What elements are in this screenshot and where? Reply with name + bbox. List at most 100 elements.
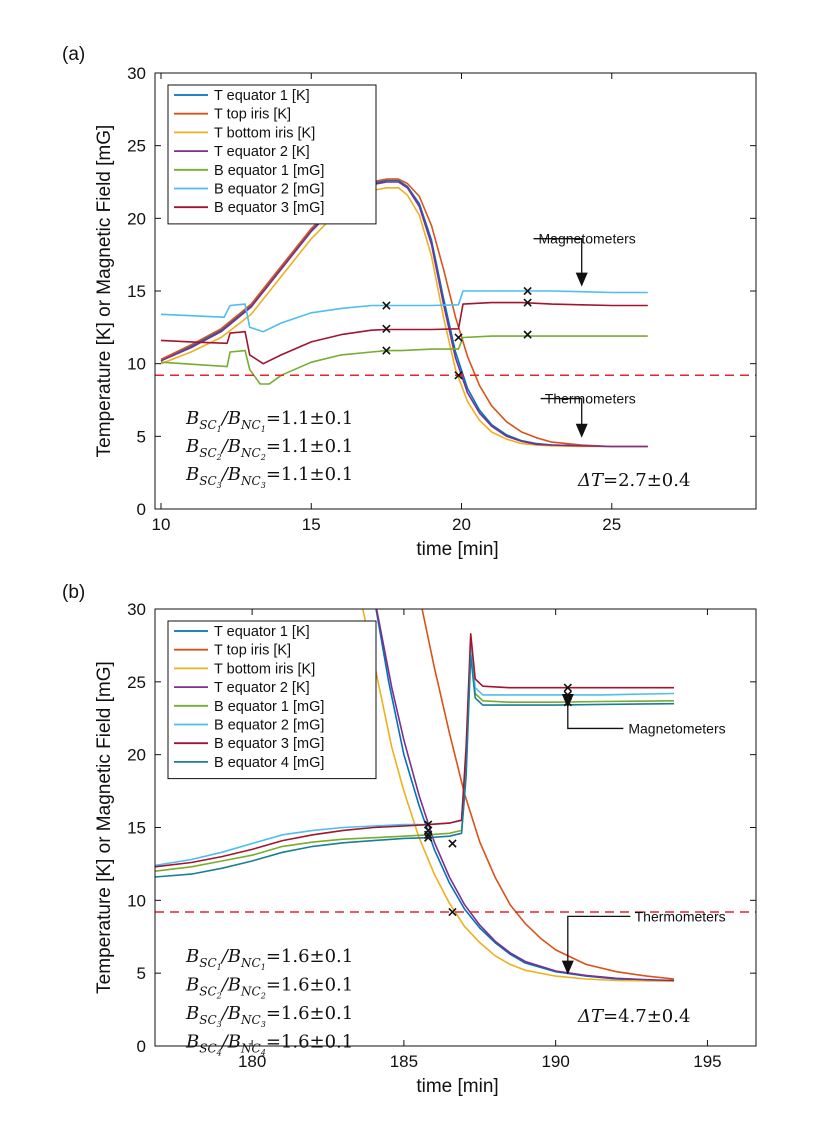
legend: T equator 1 [K] T top iris [K] T bottom ir…: [167, 620, 377, 780]
ratio-symbol: /B: [220, 1032, 241, 1053]
ratio-num_sub: 2: [216, 453, 222, 462]
ratio-symbol: /B: [220, 975, 241, 996]
legend-label: T equator 2 [K]: [214, 680, 310, 696]
legend-item-3: T equator 2 [K]: [174, 680, 310, 696]
annotation-label: Magnetometers: [539, 231, 636, 247]
ratio-symbol: B: [185, 1003, 199, 1024]
annotation-1: Thermometers: [561, 908, 726, 975]
y-axis-label: Temperature [K] or Magnetic Field [mG]: [94, 661, 115, 994]
ratio-den: NC: [240, 985, 261, 999]
x-marker-4: [448, 839, 457, 848]
legend-label: T equator 1 [K]: [214, 624, 310, 640]
ratio-label-0: BSC1/BNC1=1.6±0.1: [185, 946, 353, 972]
panel-b: (b)MagnetometersThermometersBSC1/BNC1=1.…: [62, 582, 757, 1097]
delta-t-value: =4.7±0.4: [603, 1006, 690, 1027]
y-tick-label: 0: [137, 1037, 146, 1056]
legend-item-1: T top iris [K]: [174, 643, 291, 659]
ratio-symbol: /B: [220, 464, 241, 485]
ratio-num: SC: [199, 956, 216, 970]
ratio-num: SC: [199, 474, 216, 488]
legend-label: B equator 3 [mG]: [214, 200, 324, 216]
x-marker-6: [523, 298, 532, 307]
ratio-den: NC: [240, 1042, 261, 1056]
series-line-1: [421, 609, 675, 980]
ratio-den_sub: 4: [260, 1049, 266, 1058]
ratio-value: =1.6±0.1: [266, 975, 353, 996]
ratio-num: SC: [199, 1042, 216, 1056]
x-tick-label: 180: [238, 1052, 266, 1071]
ratio-den_sub: 2: [260, 453, 266, 462]
series-line-5: [160, 290, 648, 333]
panel-a: (a)MagnetometersThermometersBSC1/BNC1=1.…: [62, 44, 757, 560]
legend-item-2: T bottom iris [K]: [174, 661, 315, 677]
x-marker-0: [382, 301, 391, 310]
series-line-6: [155, 633, 674, 868]
series-line-3: [160, 181, 648, 448]
legend-label: B equator 3 [mG]: [214, 736, 324, 752]
legend: T equator 1 [K] T top iris [K] T bottom ir…: [167, 84, 377, 225]
x-marker-6: [563, 683, 572, 692]
legend-item-0: T equator 1 [K]: [174, 624, 310, 640]
annotation-arrowhead: [561, 694, 574, 709]
y-tick-label: 25: [127, 673, 146, 692]
ratio-label-2: BSC3/BNC3=1.1±0.1: [185, 464, 353, 490]
ratio-den: NC: [240, 956, 261, 970]
ratio-label-3: BSC4/BNC4=1.6±0.1: [185, 1032, 353, 1058]
series-line-2: [361, 609, 675, 982]
ratio-value: =1.6±0.1: [266, 946, 353, 967]
y-tick-label: 20: [127, 746, 146, 765]
legend-item-0: T equator 1 [K]: [174, 88, 310, 104]
ratio-value: =1.6±0.1: [266, 1003, 353, 1024]
legend-item-5: B equator 2 [mG]: [174, 718, 324, 734]
ratio-symbol: /B: [220, 408, 241, 429]
x-axis-label: time [min]: [416, 539, 498, 560]
annotation-0: Magnetometers: [533, 231, 636, 287]
annotation-label: Thermometers: [545, 391, 636, 407]
annotation-label: Magnetometers: [628, 720, 725, 736]
ratio-num_sub: 3: [217, 481, 222, 490]
ratio-value: =1.6±0.1: [266, 1032, 353, 1053]
ratio-num: SC: [199, 418, 216, 432]
x-axis-label: time [min]: [416, 1076, 498, 1097]
delta-symbol: ΔT: [577, 470, 605, 491]
y-axis-label: Temperature [K] or Magnetic Field [mG]: [94, 125, 115, 458]
y-tick-label: 5: [137, 964, 146, 983]
delta-t-label: ΔT=2.7±0.4: [577, 470, 690, 491]
legend-label: B equator 2 [mG]: [214, 182, 324, 198]
series-group: [155, 609, 675, 982]
legend-label: T equator 1 [K]: [214, 88, 310, 104]
annotation-arrowhead: [575, 272, 588, 287]
x-marker-5: [448, 907, 457, 917]
y-tick-label: 10: [127, 891, 146, 910]
series-line-1: [160, 178, 648, 448]
annotation-arrowhead: [575, 423, 588, 438]
legend-item-3: T equator 2 [K]: [174, 144, 310, 160]
legend-box: [167, 84, 377, 225]
ratio-symbol: B: [185, 975, 199, 996]
ratio-num_sub: 3: [217, 1020, 222, 1029]
ratio-symbol: B: [185, 946, 199, 967]
legend-label: T equator 2 [K]: [214, 144, 310, 160]
annotation-arrow-line: [567, 915, 631, 963]
ratio-den_sub: 3: [261, 481, 266, 490]
ratio-den: NC: [240, 446, 261, 460]
x-tick-label: 185: [390, 1052, 418, 1071]
legend-item-7: B equator 4 [mG]: [174, 755, 324, 771]
annotation-arrowhead: [561, 960, 574, 975]
y-tick-label: 15: [127, 819, 146, 838]
ratio-symbol: /B: [220, 1003, 241, 1024]
y-tick-label: 25: [127, 137, 146, 156]
ratio-symbol: /B: [220, 436, 241, 457]
ratio-den_sub: 1: [261, 963, 266, 972]
legend-label: T bottom iris [K]: [214, 125, 315, 141]
delta-t-label: ΔT=4.7±0.4: [577, 1006, 690, 1027]
delta-symbol: ΔT: [577, 1006, 605, 1027]
legend-label: B equator 2 [mG]: [214, 718, 324, 734]
x-tick-label: 10: [152, 515, 171, 534]
legend-label: B equator 1 [mG]: [214, 163, 324, 179]
ratio-num: SC: [199, 1013, 216, 1027]
ratio-num: SC: [199, 446, 216, 460]
legend-item-6: B equator 3 [mG]: [174, 200, 324, 216]
y-tick-label: 0: [137, 500, 146, 519]
